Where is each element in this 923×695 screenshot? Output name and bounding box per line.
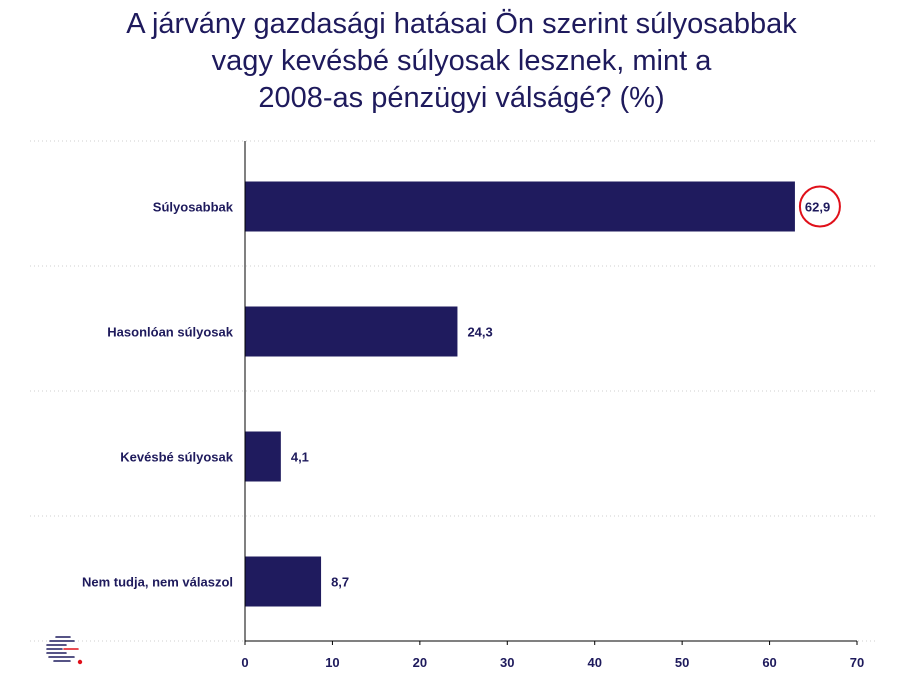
category-label: Hasonlóan súlyosak (107, 325, 233, 340)
value-label: 4,1 (291, 450, 309, 465)
x-tick-label: 40 (587, 655, 601, 670)
bar (245, 306, 458, 357)
category-label: Súlyosabbak (153, 200, 234, 215)
highlight-circle (798, 185, 841, 228)
chart-title-line-1: A járvány gazdasági hatásai Ön szerint s… (126, 8, 797, 40)
chart-title: A járvány gazdasági hatásai Ön szerint s… (40, 6, 883, 117)
chart-title-line-3: 2008-as pénzügyi válságé? (%) (258, 82, 665, 114)
bar (245, 181, 795, 232)
category-label: Kevésbé súlyosak (120, 450, 234, 465)
x-tick-label: 10 (325, 655, 339, 670)
x-tick-label: 20 (413, 655, 427, 670)
x-tick-label: 30 (500, 655, 514, 670)
bar (245, 556, 322, 607)
value-label: 24,3 (467, 325, 492, 340)
category-label: Nem tudja, nem válaszol (82, 575, 233, 590)
x-tick-label: 0 (241, 655, 248, 670)
value-label: 8,7 (331, 575, 349, 590)
chart-title-line-2: vagy kevésbé súlyosak lesznek, mint a (211, 45, 712, 77)
x-tick-label: 60 (762, 655, 776, 670)
value-label: 62,9 (805, 200, 830, 215)
logo-icon (46, 636, 83, 665)
x-tick-label: 50 (675, 655, 689, 670)
x-tick-label: 70 (850, 655, 864, 670)
bar (245, 431, 281, 482)
